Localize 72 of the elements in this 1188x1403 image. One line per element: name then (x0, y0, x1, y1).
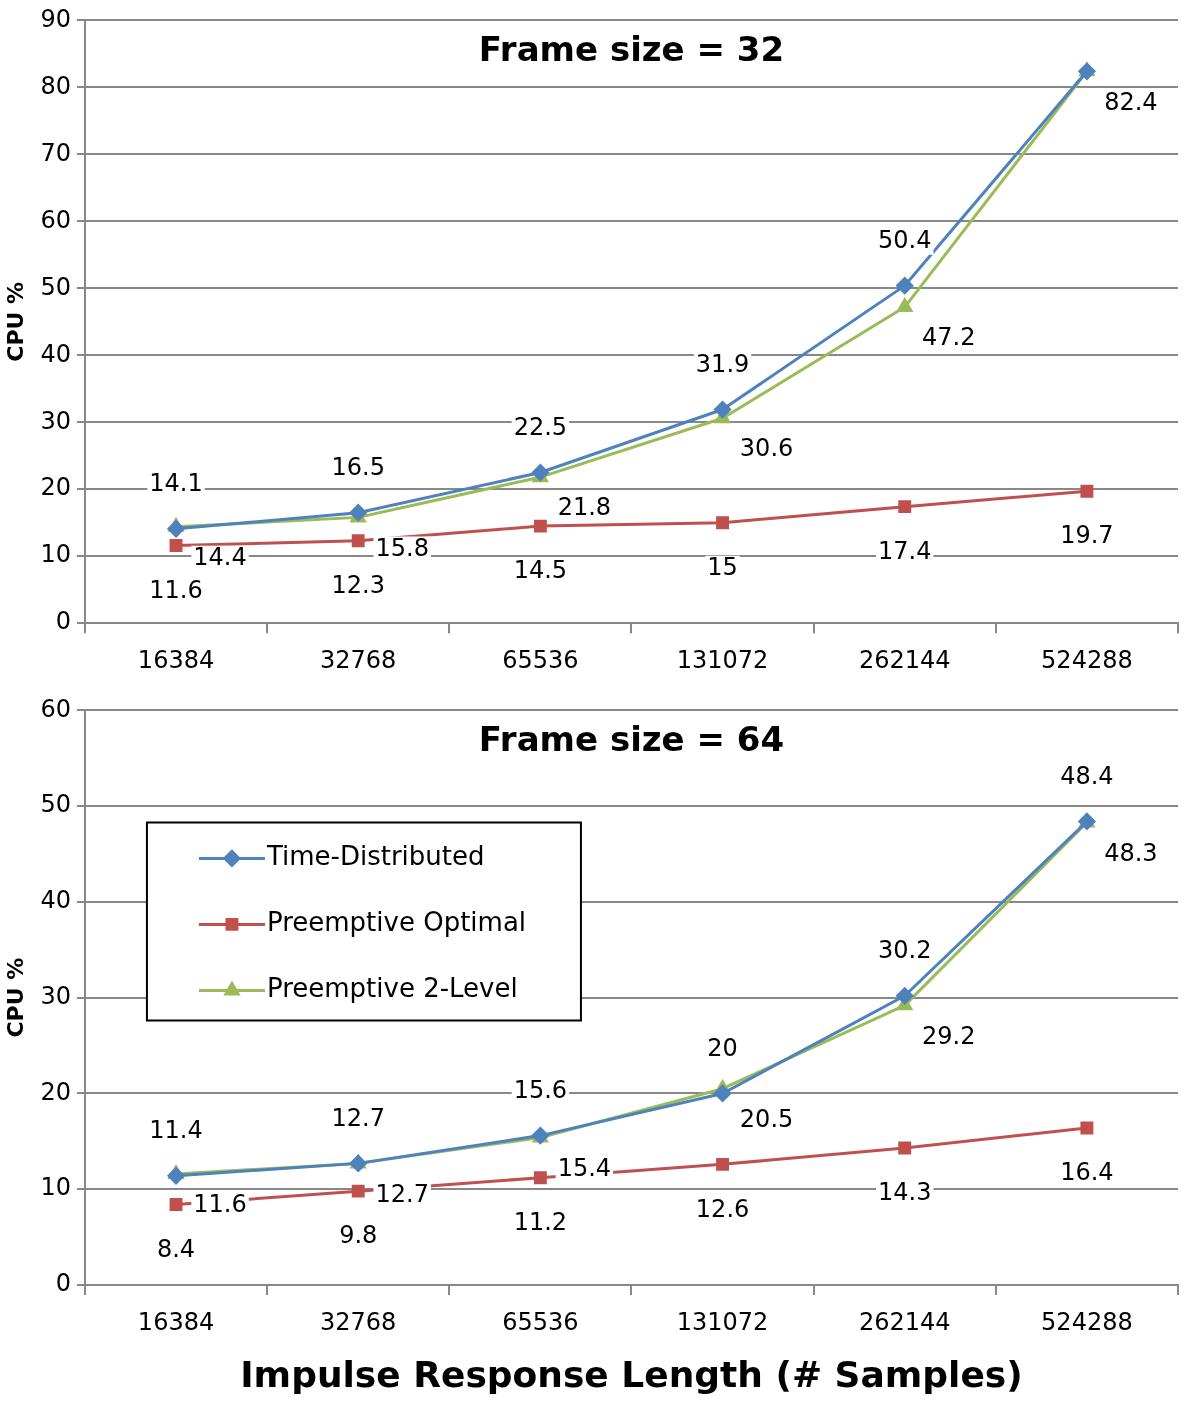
y-tick-label: 10 (40, 1173, 71, 1202)
data-label: 50.4 (878, 225, 932, 254)
y-tick-label: 50 (40, 272, 71, 301)
data-label: 15.4 (557, 1153, 612, 1182)
data-label: 9.8 (339, 1221, 378, 1250)
y-tick-label: 50 (40, 790, 71, 819)
data-label: 14.3 (878, 1178, 932, 1207)
x-tick-label: 524288 (1041, 1307, 1133, 1336)
data-label: 29.2 (922, 1021, 976, 1050)
data-label: 16.5 (331, 452, 385, 481)
x-tick-label: 16384 (137, 1307, 215, 1336)
chart-title: Frame size = 64 (478, 719, 785, 760)
data-label: 22.5 (513, 412, 568, 441)
chart-title: Frame size = 32 (478, 29, 785, 70)
y-tick-label: 40 (40, 886, 71, 915)
x-tick-label: 262144 (858, 1307, 951, 1336)
y-tick-label: 60 (40, 694, 71, 723)
data-label: 12.6 (695, 1194, 750, 1223)
y-tick-label: 10 (40, 540, 71, 569)
data-label: 11.6 (149, 575, 203, 604)
y-tick-label: 40 (40, 339, 71, 368)
legend-label: Preemptive Optimal (266, 907, 527, 938)
data-label: 48.3 (1104, 838, 1158, 867)
x-tick-label: 131072 (676, 645, 769, 674)
data-label: 11.4 (149, 1116, 203, 1145)
y-axis-title: CPU % (2, 281, 28, 362)
y-axis-title: CPU % (2, 957, 28, 1038)
data-label: 15 (707, 552, 738, 581)
y-tick-label: 20 (40, 1077, 71, 1106)
data-label: 30.6 (739, 434, 794, 463)
y-tick-label: 70 (40, 138, 71, 167)
y-tick-label: 80 (40, 71, 71, 100)
data-label: 12.7 (331, 1103, 385, 1132)
y-tick-label: 60 (40, 205, 71, 234)
data-label: 20.5 (739, 1104, 794, 1133)
data-label: 15.6 (513, 1075, 568, 1104)
data-label: 8.4 (156, 1234, 196, 1263)
data-label: 31.9 (695, 349, 750, 378)
x-tick-label: 262144 (858, 645, 951, 674)
data-label: 12.3 (331, 571, 385, 600)
data-label: 82.4 (1104, 87, 1158, 116)
data-label: 14.4 (193, 542, 247, 571)
data-label: 14.1 (149, 469, 203, 497)
data-label: 15.8 (375, 533, 429, 562)
x-tick-label: 65536 (502, 645, 579, 674)
data-label: 47.2 (922, 323, 976, 352)
data-label: 17.4 (878, 536, 932, 565)
y-tick-label: 0 (55, 607, 71, 636)
data-label: 20 (707, 1033, 738, 1062)
x-tick-label: 32768 (320, 1307, 397, 1336)
y-tick-label: 90 (40, 4, 71, 33)
data-label: 11.2 (513, 1207, 568, 1236)
legend-label: Time-Distributed (265, 841, 485, 872)
y-tick-label: 30 (40, 406, 71, 435)
data-label: 11.6 (193, 1190, 247, 1219)
x-tick-label: 65536 (502, 1307, 579, 1336)
data-label: 30.2 (878, 936, 932, 965)
data-label: 21.8 (557, 493, 612, 522)
x-axis-title: Impulse Response Length (# Samples) (240, 1353, 1023, 1395)
data-label: 12.7 (375, 1179, 429, 1208)
x-tick-label: 524288 (1041, 645, 1133, 674)
x-tick-label: 131072 (676, 1307, 769, 1336)
y-tick-label: 0 (55, 1269, 71, 1298)
y-tick-label: 30 (40, 981, 71, 1010)
data-label: 48.4 (1060, 761, 1114, 790)
data-label: 16.4 (1060, 1158, 1114, 1187)
y-tick-label: 20 (40, 473, 71, 502)
data-label: 14.5 (513, 556, 568, 585)
data-label: 19.7 (1060, 521, 1114, 550)
legend-label: Preemptive 2-Level (266, 973, 518, 1004)
x-tick-label: 16384 (137, 645, 215, 674)
x-tick-label: 32768 (320, 645, 397, 674)
